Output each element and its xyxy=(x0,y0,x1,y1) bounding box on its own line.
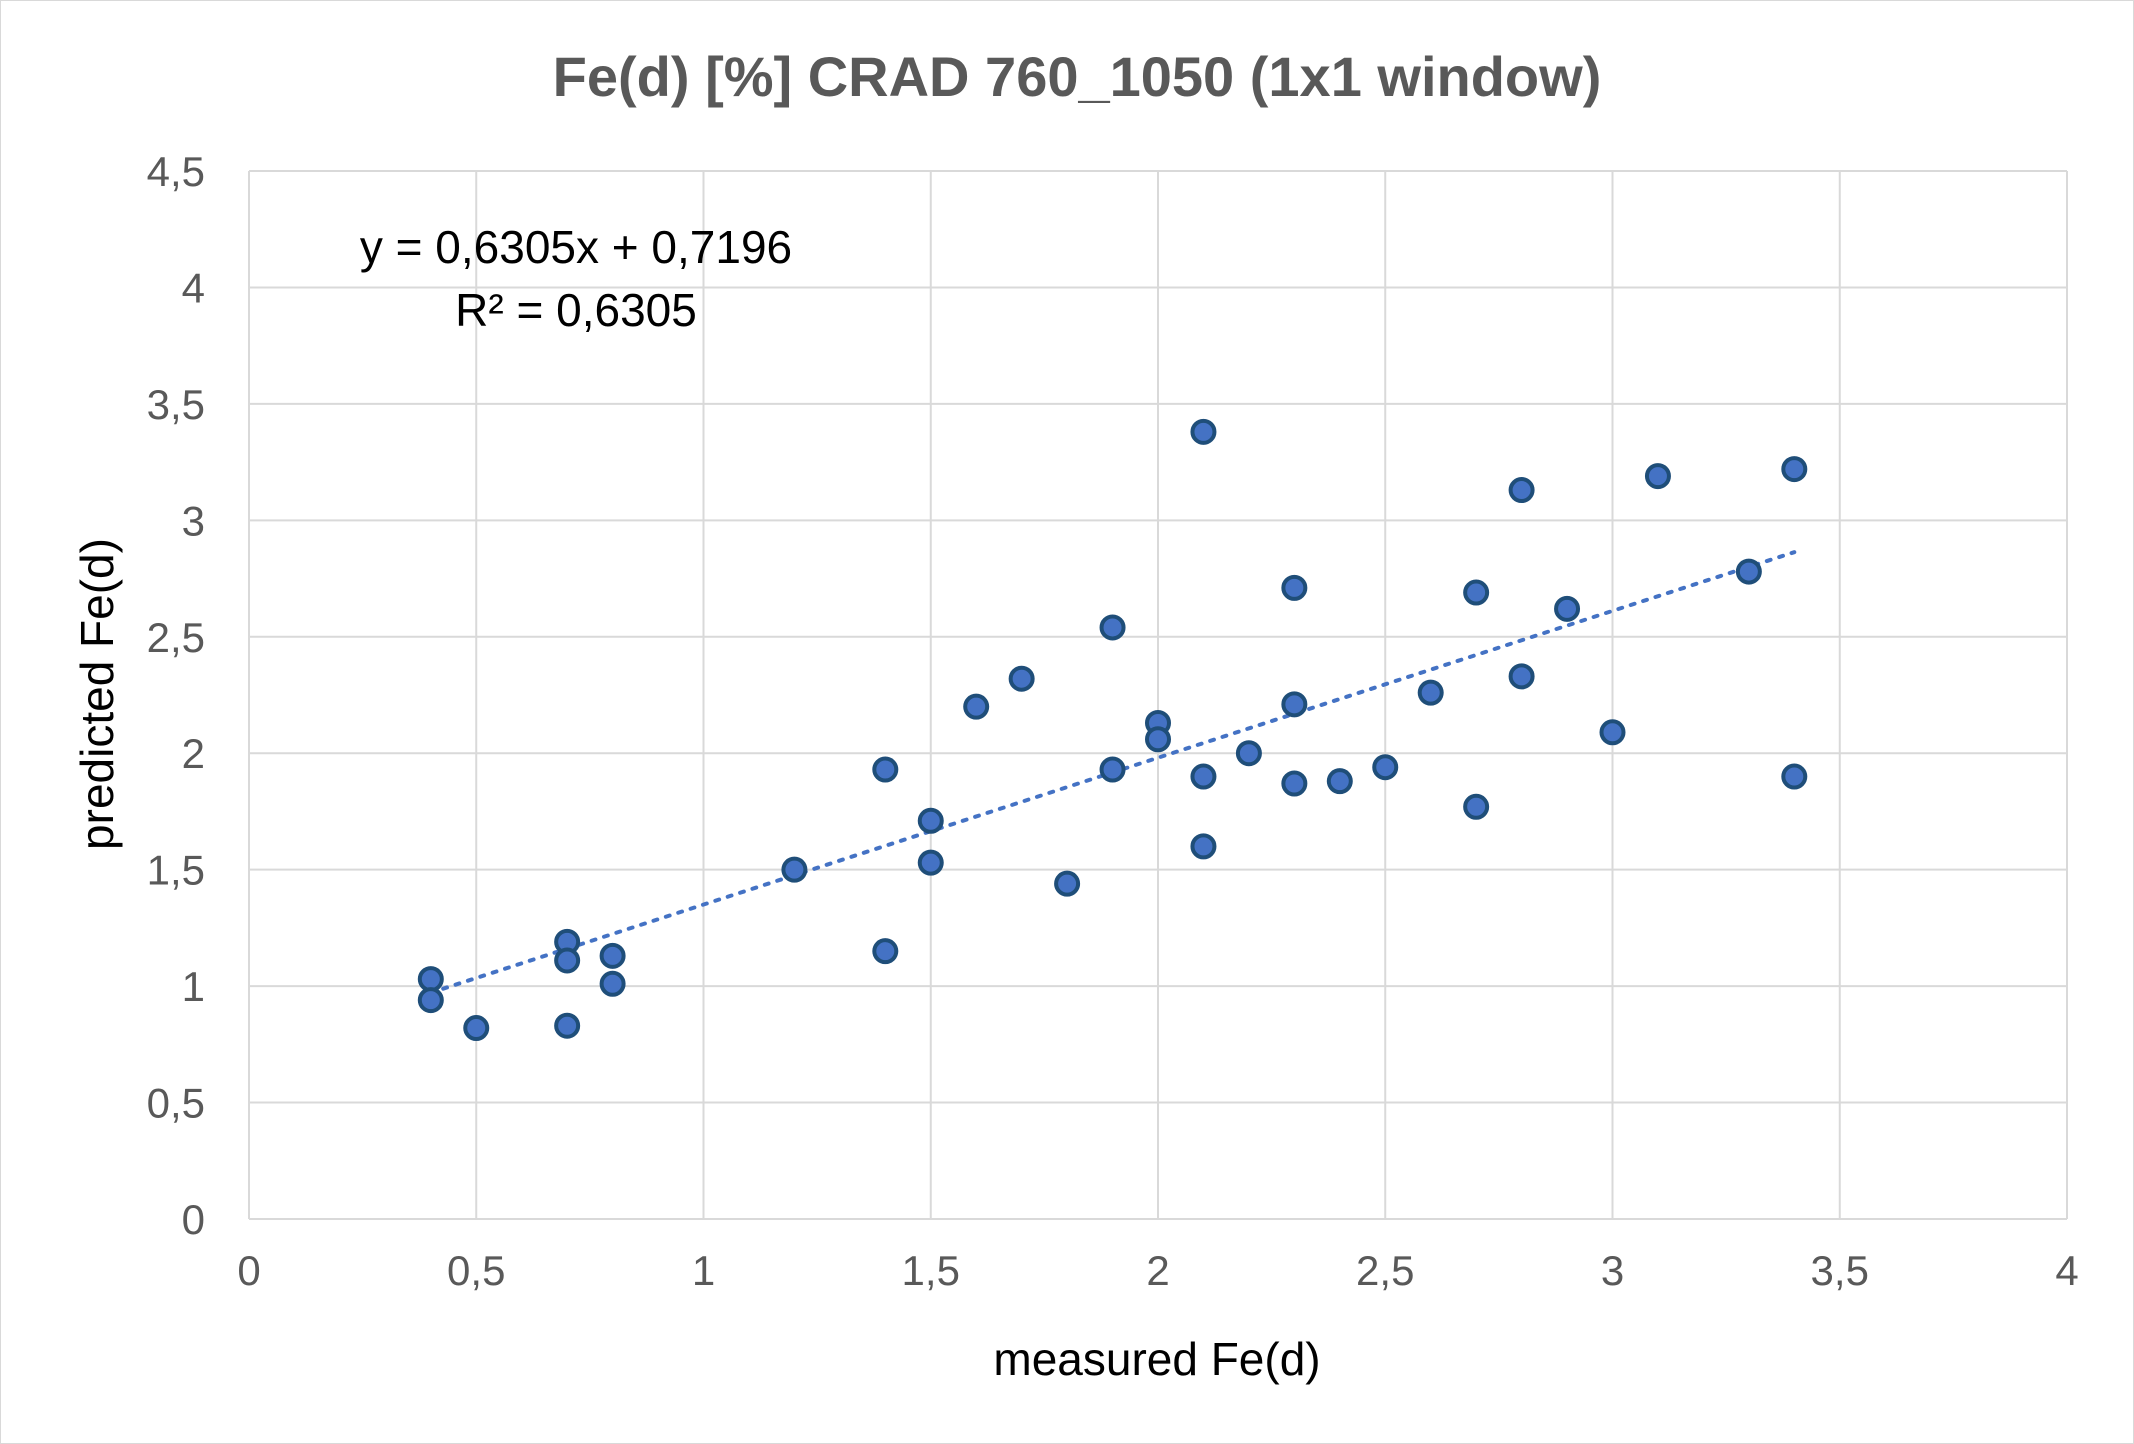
data-point xyxy=(872,938,899,965)
data-point xyxy=(1190,418,1217,445)
x-tick-label: 1,5 xyxy=(902,1247,960,1294)
y-tick-label: 1 xyxy=(182,963,205,1010)
data-point xyxy=(417,966,444,993)
x-tick-label: 0,5 xyxy=(447,1247,505,1294)
trendline-r-squared: R² = 0,6305 xyxy=(455,284,697,336)
data-point xyxy=(1145,726,1171,753)
data-point xyxy=(1554,595,1581,622)
gridlines xyxy=(248,170,2068,1220)
data-point xyxy=(1417,679,1444,706)
data-point xyxy=(1463,579,1490,606)
y-tick-label: 0 xyxy=(182,1196,205,1243)
y-tick-label: 0,5 xyxy=(147,1080,205,1127)
x-axis-tick-labels: 0 0,5 1 1,5 2 2,5 3 3,5 4 xyxy=(237,1247,2078,1294)
x-tick-label: 3,5 xyxy=(1811,1247,1869,1294)
data-point xyxy=(872,756,899,783)
x-tick-label: 2 xyxy=(1146,1247,1169,1294)
data-point xyxy=(1735,558,1762,585)
y-tick-label: 4,5 xyxy=(147,148,205,195)
data-point xyxy=(1281,691,1308,718)
data-point xyxy=(1281,574,1308,601)
data-point xyxy=(1781,456,1808,483)
x-tick-label: 4 xyxy=(2055,1247,2078,1294)
data-point xyxy=(1644,463,1671,490)
data-point xyxy=(1099,756,1126,783)
data-point xyxy=(1781,763,1808,790)
y-tick-label: 3,5 xyxy=(147,381,205,428)
data-point xyxy=(781,856,808,883)
data-point xyxy=(599,942,626,969)
data-point xyxy=(1463,793,1490,820)
data-point xyxy=(963,693,990,720)
data-point xyxy=(1235,740,1262,767)
y-tick-label: 2,5 xyxy=(147,614,205,661)
data-point xyxy=(599,970,626,997)
y-tick-label: 3 xyxy=(182,497,205,544)
data-point xyxy=(1508,663,1535,690)
data-point xyxy=(463,1015,490,1042)
data-point xyxy=(1190,763,1217,790)
data-point xyxy=(1190,833,1217,860)
data-point xyxy=(417,987,444,1014)
x-tick-label: 0 xyxy=(237,1247,260,1294)
y-axis-tick-labels: 0 0,5 1 1,5 2 2,5 3 3,5 4 4,5 xyxy=(147,148,205,1243)
data-point xyxy=(1508,477,1535,504)
data-point xyxy=(554,947,581,974)
data-points xyxy=(417,418,1808,1042)
data-point xyxy=(554,1012,581,1039)
x-tick-label: 2,5 xyxy=(1356,1247,1414,1294)
data-point xyxy=(917,807,944,834)
y-axis-title: predicted Fe(d) xyxy=(71,538,123,850)
x-tick-label: 3 xyxy=(1601,1247,1624,1294)
data-point xyxy=(1372,754,1399,781)
y-tick-label: 2 xyxy=(182,730,205,777)
data-point xyxy=(1054,870,1081,897)
data-point xyxy=(1099,614,1126,641)
data-point xyxy=(1008,665,1035,692)
data-point xyxy=(1326,768,1353,795)
x-axis-title: measured Fe(d) xyxy=(993,1333,1320,1385)
data-point xyxy=(917,849,944,876)
chart-title: Fe(d) [%] CRAD 760_1050 (1x1 window) xyxy=(553,45,1602,108)
data-point xyxy=(1281,770,1308,797)
y-tick-label: 1,5 xyxy=(147,847,205,894)
data-point xyxy=(1599,719,1626,746)
trendline-equation: y = 0,6305x + 0,7196 xyxy=(360,221,792,273)
x-tick-label: 1 xyxy=(692,1247,715,1294)
y-tick-label: 4 xyxy=(182,264,205,311)
